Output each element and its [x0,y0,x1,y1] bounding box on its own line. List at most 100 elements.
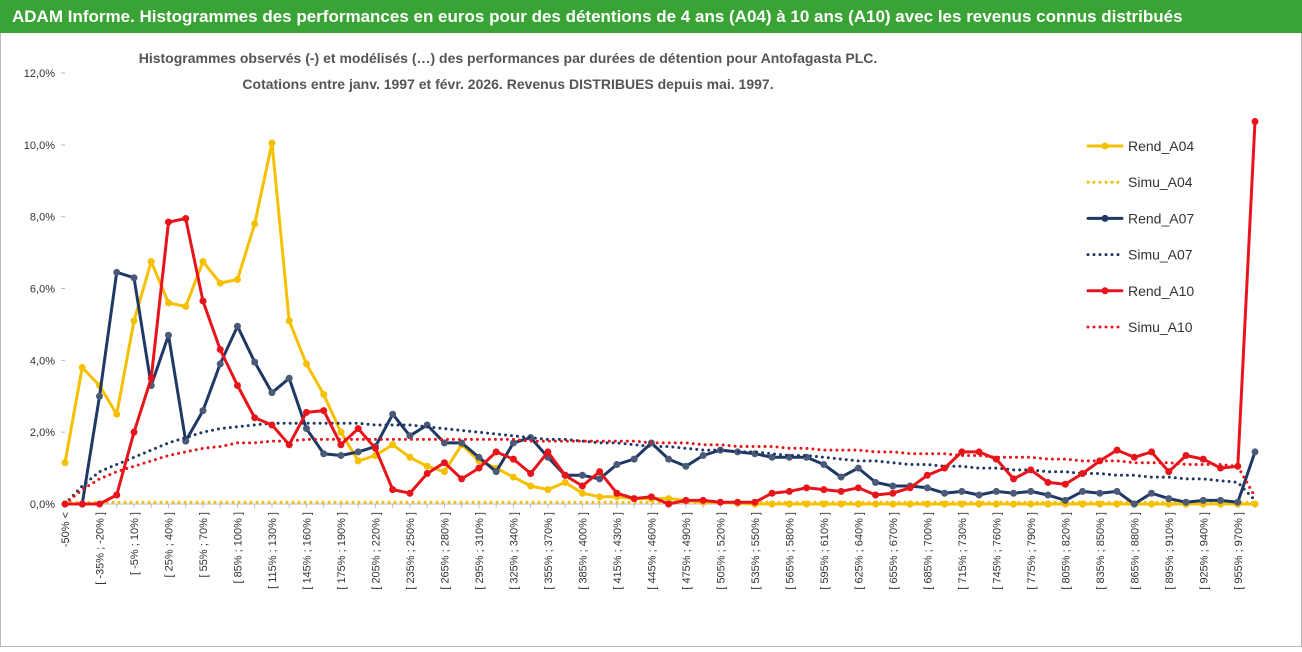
data-point [665,500,673,508]
legend-label: Rend_A04 [1128,138,1194,154]
x-tick-label: [ 55% ; 70% ] [198,512,210,577]
data-point [734,498,742,506]
data-point [268,139,276,147]
data-point [509,439,517,447]
data-point [1165,468,1173,476]
data-point [1027,487,1035,495]
data-point [596,475,604,483]
data-point [285,374,293,382]
data-point [389,410,397,418]
legend-marker [1101,287,1109,295]
data-point [889,489,897,497]
data-point [854,464,862,472]
data-point [837,473,845,481]
x-tick-label: [ 325% ; 340% ] [508,512,520,590]
header: ADAM Informe. Histogrammes des performan… [12,7,1183,26]
x-tick-label: [ 115% ; 130% ] [267,512,279,589]
data-point [1182,452,1190,460]
data-point [320,450,328,458]
y-tick-label: 8,0% [30,212,55,224]
data-point [268,389,276,397]
x-tick-label: [ 835% ; 850% ] [1095,512,1107,590]
data-point [182,302,190,310]
data-point [1217,464,1225,472]
data-point [820,486,828,494]
series-line [63,141,1257,506]
x-tick-label: [ -35% ; -20% ] [94,512,106,585]
x-tick-label: [ 295% ; 310% ] [474,512,486,590]
data-point [923,484,931,492]
data-point [1061,496,1069,504]
data-point [1234,498,1242,506]
x-tick-label: [ 535% ; 550% ] [750,512,762,590]
data-point [199,407,207,415]
data-point [1251,117,1259,125]
data-point [768,453,776,461]
data-point [1113,487,1121,495]
x-tick-label: [ 505% ; 520% ] [715,512,727,590]
x-tick-label: [ 445% ; 460% ] [646,512,658,590]
data-point [113,268,121,276]
data-point [906,484,914,492]
data-point [371,444,379,452]
data-point [423,469,431,477]
data-point [423,462,431,470]
data-point [975,448,983,456]
data-point [389,441,397,449]
data-point [320,407,328,415]
data-point [113,410,121,418]
data-point [785,487,793,495]
x-tick-label: [ 625% ; 640% ] [853,512,865,590]
data-point [337,441,345,449]
data-point [699,496,707,504]
data-point [1027,500,1035,508]
data-point [285,317,293,325]
data-point [320,390,328,398]
data-point [337,452,345,460]
data-point [78,364,86,372]
data-point [682,462,690,470]
data-point [440,459,448,467]
data-point [354,448,362,456]
data-point [130,274,138,282]
data-point [1010,475,1018,483]
x-tick-label: [ 565% ; 580% ] [784,512,796,590]
data-point [251,414,259,422]
data-point [1199,455,1207,463]
data-point [268,421,276,429]
series-line [63,270,1257,506]
data-point [854,484,862,492]
x-tick-label: [ 595% ; 610% ] [819,512,831,590]
x-tick-label: [ 715% ; 730% ] [957,512,969,590]
data-point [561,478,569,486]
data-point [803,484,811,492]
data-point [233,322,241,330]
data-point [475,464,483,472]
data-point [302,360,310,368]
y-tick-label: 10,0% [24,140,55,152]
chart-subtitle: Cotations entre janv. 1997 et févr. 2026… [242,76,773,92]
data-point [216,346,224,354]
legend-marker [1101,142,1109,150]
data-point [630,455,638,463]
x-tick-label: [ 25% ; 40% ] [163,512,175,577]
data-point [941,489,949,497]
data-point [440,439,448,447]
data-point [544,486,552,494]
data-point [458,475,466,483]
x-tick-label: [ 685% ; 700% ] [922,512,934,590]
data-point [354,457,362,465]
data-point [492,468,500,476]
data-point [233,276,241,284]
data-point [458,439,466,447]
data-point [1148,489,1156,497]
data-point [406,453,414,461]
x-tick-label: [ 235% ; 250% ] [405,512,417,590]
legend-label: Simu_A04 [1128,174,1193,190]
data-point [992,487,1000,495]
data-point [251,220,259,228]
x-tick-label: [ -5% ; 10% ] [129,512,141,575]
data-point [164,299,172,307]
x-tick-label: [ 175% ; 190% ] [336,512,348,590]
